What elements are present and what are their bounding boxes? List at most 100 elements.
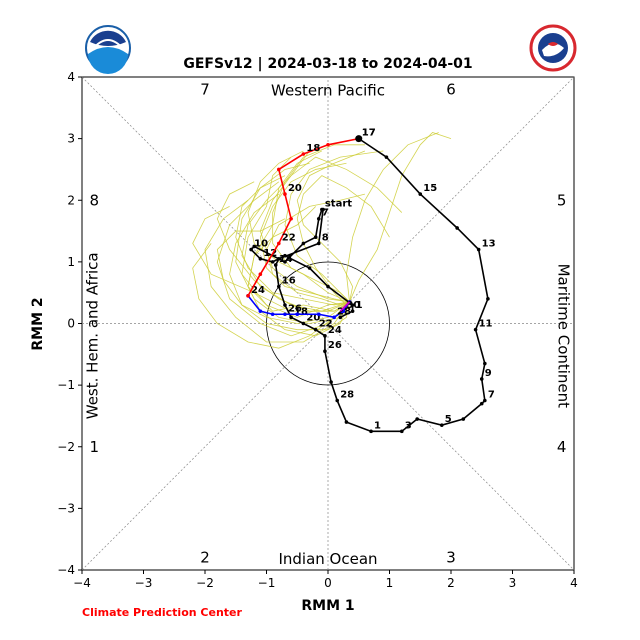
forecast_week2-point [246,293,250,298]
observed-point [283,260,287,264]
day-label: 17 [362,128,376,139]
observed-point [483,398,487,403]
observed-point [321,207,325,212]
observed-point [301,241,306,246]
day-label: 18 [306,143,320,154]
observed-point [323,334,327,338]
y-axis-ticks: −4 −3 −2 −1 0 1 2 3 4 [57,70,82,577]
observed-point [329,380,333,384]
x-tick-label: −4 [73,576,91,590]
ensemble-member-line [284,150,384,303]
observed-point [273,263,278,267]
day-label: 3 [405,420,412,431]
phase-number-4: 4 [557,438,567,456]
forecast_week1-point [341,309,346,313]
x-tick-label: −1 [258,576,276,590]
start_segment-line [339,301,351,312]
day-label: 20 [288,183,302,194]
forecast_week1-point [270,312,275,317]
day-label: 8 [322,232,329,243]
forecast_week2-point [283,192,287,196]
y-tick-label: 0 [67,317,75,331]
observed-point [249,247,253,252]
day-label: 26 [328,340,342,351]
forecast_week1-point [283,312,287,317]
x-tick-label: 1 [386,576,394,590]
forecast_week2-point [277,167,281,172]
observed-point [476,247,481,252]
observed-point [473,327,478,332]
observed-point [277,284,281,289]
observed-point [258,256,263,261]
day-label: 22 [282,232,296,243]
day-label: 1 [374,420,381,431]
observed-point [483,361,487,366]
x-axis-ticks: −4 −3 −2 −1 0 1 2 3 4 [73,570,578,590]
observed-point [338,315,343,320]
ensemble-member-line [259,156,403,303]
day-label: 14 [279,254,293,265]
forecast_week1-point [316,312,321,317]
phase-number-8: 8 [90,191,100,209]
x-tick-label: 0 [324,576,332,590]
ensemble-member-line [247,150,350,303]
ensemble-members [192,132,452,349]
region-label-maritime-continent: Maritime Continent [555,264,573,409]
observed-point [270,260,275,264]
day-label: 28 [337,306,351,317]
noaa-logo [85,25,131,74]
y-tick-label: −4 [57,563,75,577]
forecast_week2-point [326,142,330,147]
observed-point [384,155,389,159]
observed-point [283,303,287,307]
observed-point [369,429,373,434]
ensemble-member-line [296,150,366,303]
y-tick-label: 2 [67,193,75,207]
y-tick-label: −3 [57,501,75,515]
forecast_week1-point [332,315,336,320]
ensemble-member-line [259,162,350,303]
observed-point [307,266,312,270]
chart-title: GEFSv12 | 2024-03-18 to 2024-04-01 [183,56,472,72]
observed-point [316,241,321,246]
day-label: 9 [485,368,492,379]
day-label: 24 [328,325,342,336]
x-tick-label: 4 [570,576,578,590]
ensemble-member-line [229,193,350,331]
ensemble-member-line [235,162,350,324]
observed-point [335,398,340,403]
ensemble-member-line [192,243,350,349]
day-label: 13 [482,239,496,250]
forecast_week1-point [295,312,300,317]
ensemble-member-line [192,206,350,312]
day-label: 7 [322,208,329,219]
observed-point [350,303,355,307]
day-label: 18 [294,306,308,317]
observed-point [326,284,330,289]
phase-number-1: 1 [90,438,100,456]
day-label: start [325,198,352,209]
day-label: 10 [254,239,268,250]
observed-point [350,309,355,313]
phase-number-5: 5 [557,191,567,209]
day-label: 28 [340,390,354,401]
day-label: 24 [251,285,265,296]
day-label: 16 [282,276,296,287]
forecast_week2-point [301,152,306,156]
forecast_week2-point [258,272,263,277]
y-tick-label: −1 [57,378,75,392]
observed-point [344,420,349,424]
day-label: 12 [263,248,277,259]
forecast_week2-point [277,241,281,246]
observed-point [479,377,484,381]
forecast-end-marker [355,135,363,143]
phase-number-3: 3 [446,549,456,567]
observed-point [283,253,287,258]
y-axis-label: RMM 2 [30,297,46,350]
x-tick-label: −2 [196,576,214,590]
observed-point [301,321,306,326]
ensemble-member-line [216,218,350,324]
credit-label: Climate Prediction Center [82,606,242,619]
forecast_week2-point [289,216,293,221]
